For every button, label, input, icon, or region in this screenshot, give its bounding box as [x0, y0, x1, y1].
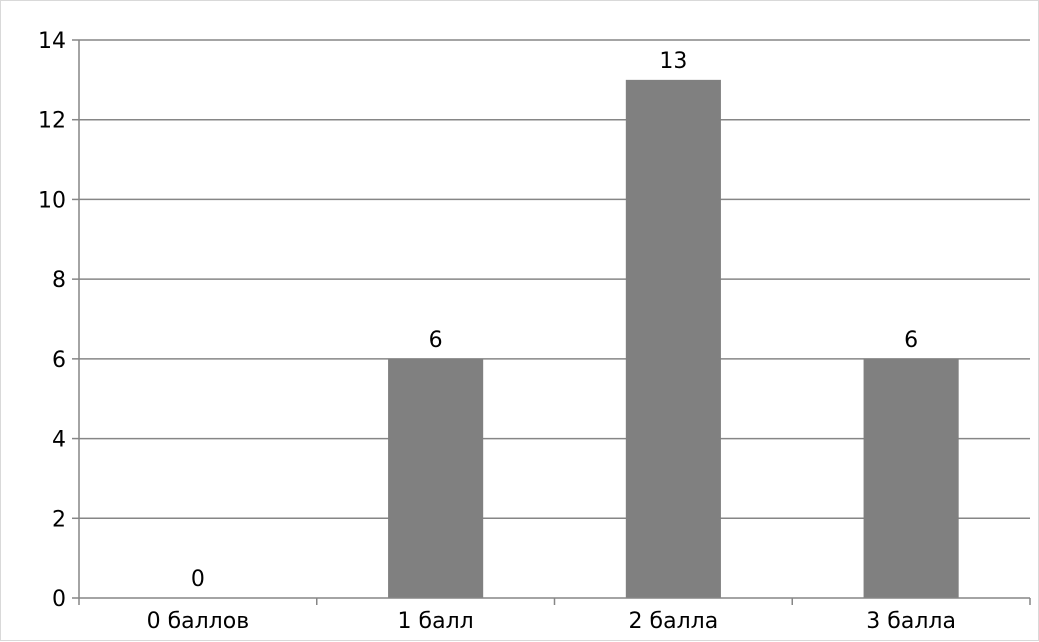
bars — [388, 79, 959, 599]
x-category-label: 2 балла — [629, 609, 719, 634]
y-tick-label: 8 — [52, 268, 66, 293]
x-axis-category-labels: 0 баллов 1 балл 2 балла 3 балла — [147, 609, 956, 634]
data-label-1: 0 — [191, 567, 205, 592]
y-tick-label: 4 — [52, 428, 66, 453]
axes — [72, 39, 1031, 605]
bar-data-labels: 0 6 13 6 — [191, 49, 918, 592]
x-category-label: 3 балла — [866, 609, 956, 634]
bar-2 — [388, 358, 484, 598]
y-axis-tick-labels: 0 2 4 6 8 10 12 14 — [38, 29, 66, 612]
y-tick-label: 0 — [52, 587, 66, 612]
x-category-label: 0 баллов — [147, 609, 250, 634]
data-label-3: 13 — [659, 49, 687, 74]
x-category-label: 1 балл — [398, 609, 474, 634]
y-tick-label: 14 — [38, 29, 66, 54]
bar-3 — [625, 79, 721, 599]
y-tick-label: 12 — [38, 109, 66, 134]
y-tick-label: 6 — [52, 348, 66, 373]
bar-4 — [863, 358, 959, 598]
gridlines — [79, 39, 1030, 520]
data-label-2: 6 — [429, 328, 443, 353]
y-tick-label: 10 — [38, 188, 66, 213]
data-label-4: 6 — [904, 328, 918, 353]
y-tick-label: 2 — [52, 507, 66, 532]
